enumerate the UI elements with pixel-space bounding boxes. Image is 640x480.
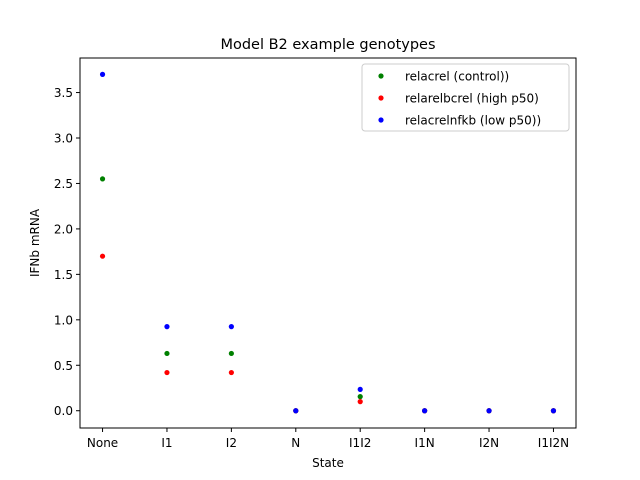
y-tick-label: 3.0 xyxy=(54,132,73,146)
y-tick-label: 1.5 xyxy=(54,268,73,282)
chart-title: Model B2 example genotypes xyxy=(220,37,435,53)
x-tick-label: None xyxy=(87,436,118,450)
data-point xyxy=(550,408,557,414)
data-point xyxy=(422,408,428,414)
data-point xyxy=(99,176,106,182)
x-tick-label: I1I2N xyxy=(538,436,569,450)
data-point xyxy=(228,350,234,357)
y-tick-label: 2.0 xyxy=(54,222,73,236)
x-tick-label: I1I2 xyxy=(349,436,371,450)
y-tick-label: 2.5 xyxy=(54,177,73,191)
y-tick-label: 1.0 xyxy=(54,313,73,327)
data-point xyxy=(486,408,492,414)
data-points xyxy=(99,71,557,414)
legend-box xyxy=(361,63,570,132)
y-axis: 0.0 0.5 1.0 1.5 2.0 2.5 3.0 3.5 xyxy=(54,86,80,418)
y-tick-label: 0.0 xyxy=(54,404,73,418)
y-axis-label: IFNb mRNA xyxy=(28,208,42,277)
legend-marker xyxy=(378,117,384,123)
x-tick-label: N xyxy=(291,436,300,450)
y-tick-label: 0.5 xyxy=(54,359,73,373)
legend: relacrel (control)) relarelbcrel (high p5… xyxy=(361,63,570,132)
data-point xyxy=(293,408,299,414)
x-tick-label: I2 xyxy=(226,436,237,450)
x-axis-label: State xyxy=(312,456,344,470)
data-point xyxy=(228,324,234,330)
data-point xyxy=(164,369,170,376)
y-tick-label: 3.5 xyxy=(54,86,73,100)
x-tick-label: I2N xyxy=(479,436,499,450)
data-point xyxy=(164,350,170,357)
legend-marker xyxy=(378,73,384,79)
data-point xyxy=(357,399,363,405)
data-point xyxy=(164,324,170,330)
legend-label: relacrel (control)) xyxy=(405,70,509,84)
data-point xyxy=(228,369,234,376)
legend-marker xyxy=(378,95,384,101)
data-point xyxy=(99,253,106,259)
x-tick-label: I1N xyxy=(415,436,435,450)
data-point xyxy=(357,394,363,400)
data-point xyxy=(357,386,363,392)
plot-area-frame xyxy=(79,57,577,429)
x-tick-label: I1 xyxy=(161,436,172,450)
data-point xyxy=(99,71,106,77)
legend-label: relacrelnfkb (low p50)) xyxy=(405,114,541,128)
x-axis: None I1 I2 N I1I2 I1N I2N I1I2N xyxy=(87,428,569,450)
legend-label: relarelbcrel (high p50) xyxy=(405,92,539,106)
